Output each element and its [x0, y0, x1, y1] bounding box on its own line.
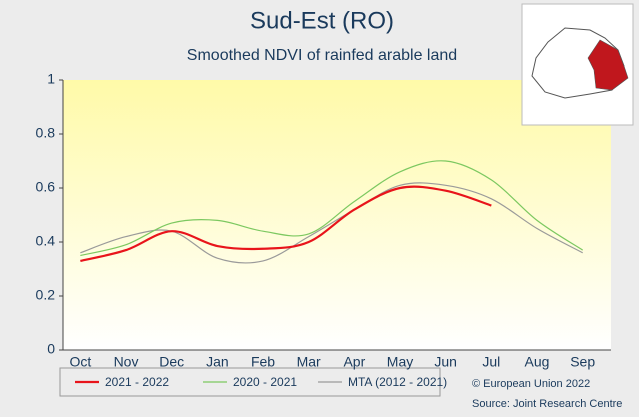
legend-label: 2020 - 2021 — [233, 375, 297, 389]
series-line — [80, 185, 492, 262]
source: Source: Joint Research Centre — [472, 398, 622, 410]
y-tick-label: 1 — [47, 71, 55, 87]
x-tick-label: Aug — [525, 354, 550, 370]
chart-subtitle: Smoothed NDVI of rainfed arable land — [187, 47, 457, 64]
x-tick-label: Dec — [159, 354, 184, 370]
x-tick-label: Sep — [570, 354, 595, 370]
series-line — [80, 160, 584, 257]
chart-title: Sud-Est (RO) — [250, 7, 394, 34]
y-tick-label: 0.8 — [36, 125, 56, 141]
x-tick-label: Oct — [69, 354, 91, 370]
legend-label: 2021 - 2022 — [105, 375, 169, 389]
x-tick-label: Mar — [297, 354, 321, 370]
x-tick-label: May — [387, 354, 413, 370]
y-tick-label: 0.2 — [36, 287, 56, 303]
x-tick-label: Jul — [482, 354, 500, 370]
x-tick-label: Jan — [206, 354, 229, 370]
x-tick-label: Jun — [434, 354, 457, 370]
x-tick-label: Apr — [343, 354, 365, 370]
x-tick-label: Nov — [114, 354, 139, 370]
y-tick-label: 0.4 — [36, 233, 56, 249]
map-inset — [521, 3, 634, 126]
copyright: © European Union 2022 — [472, 378, 590, 390]
legend-label: MTA (2012 - 2021) — [348, 375, 447, 389]
y-tick-label: 0.6 — [36, 179, 56, 195]
legend-box — [59, 367, 441, 397]
y-tick-label: 0 — [47, 341, 55, 357]
x-tick-label: Feb — [251, 354, 275, 370]
